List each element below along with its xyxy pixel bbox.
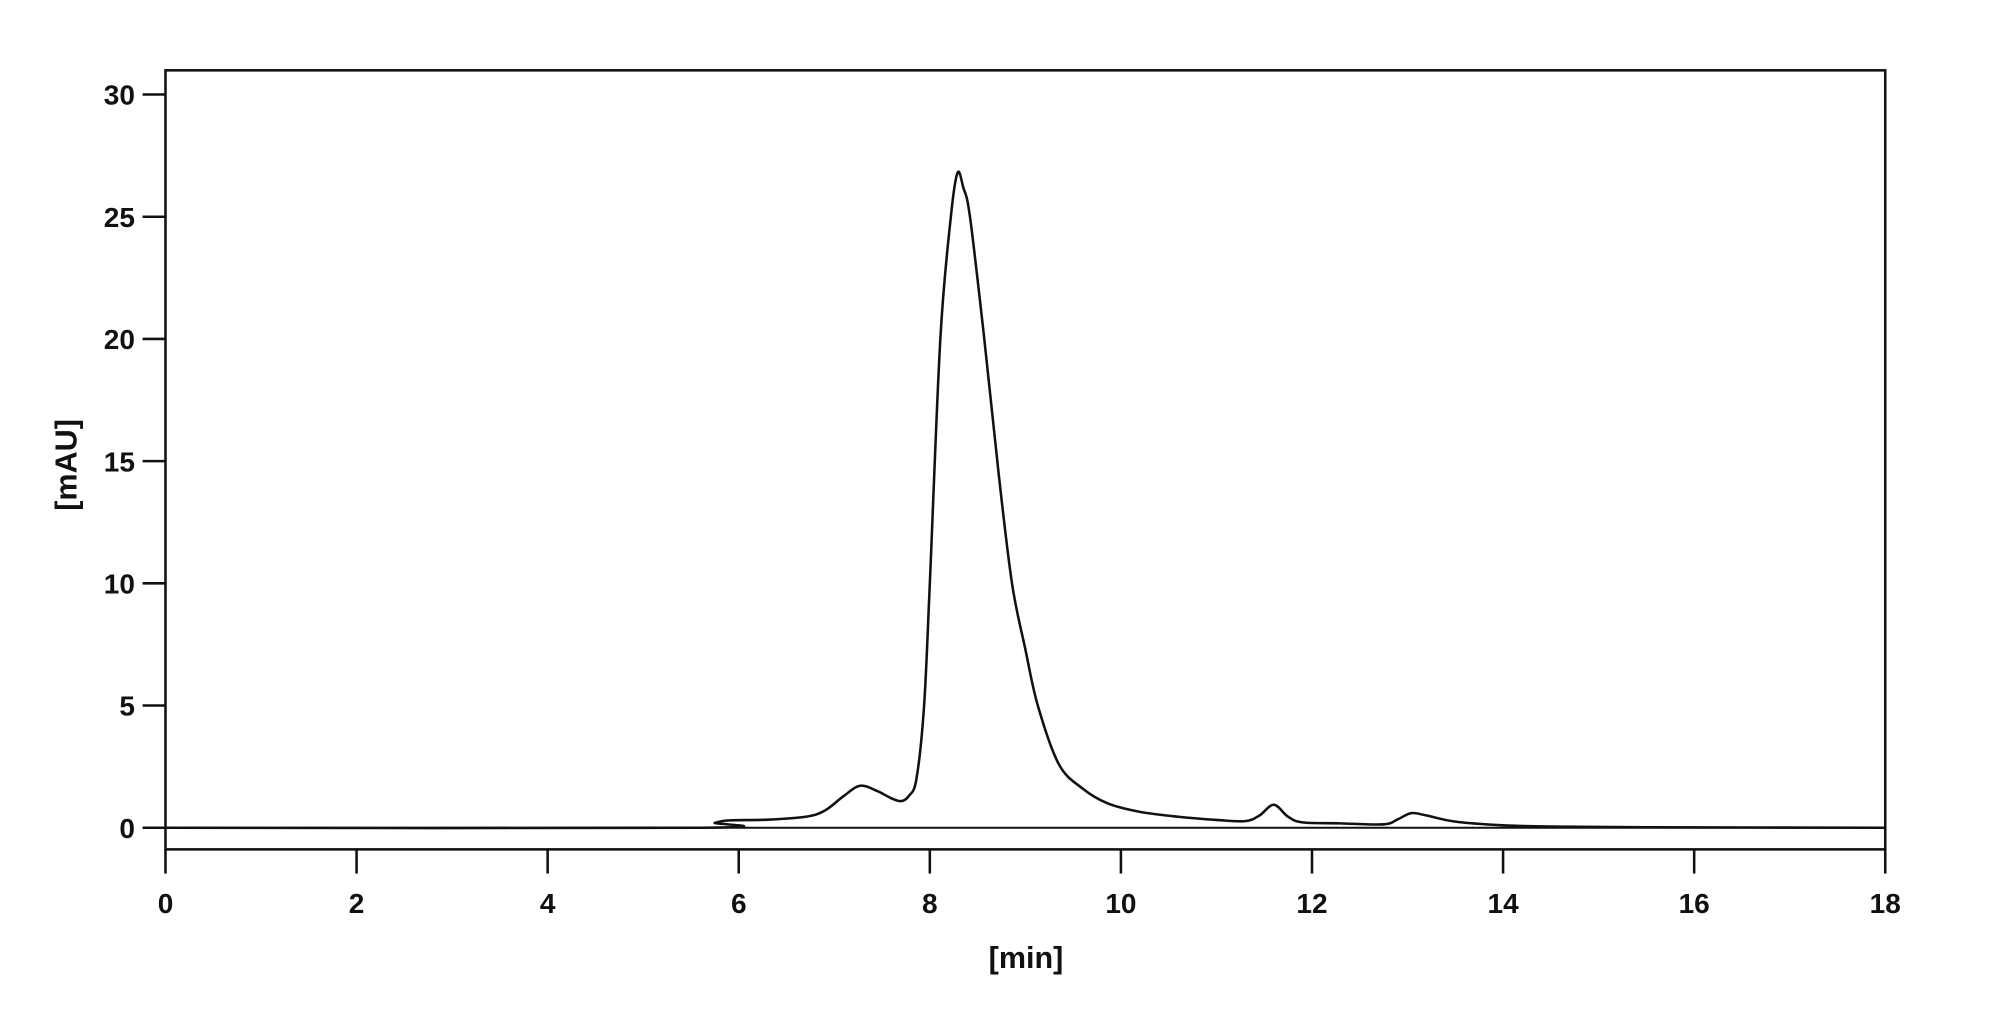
y-tick-label: 5 (119, 691, 135, 722)
y-tick-label: 25 (104, 202, 135, 233)
x-tick-label: 2 (349, 888, 365, 919)
y-tick-label: 15 (104, 446, 135, 477)
x-tick-label: 14 (1488, 888, 1520, 919)
x-tick-label: 8 (922, 888, 938, 919)
x-tick-label: 12 (1296, 888, 1327, 919)
x-tick-label: 16 (1679, 888, 1710, 919)
x-tick-label: 18 (1870, 888, 1901, 919)
series-line (165, 170, 1886, 830)
x-tick-label: 4 (540, 888, 556, 919)
x-tick-label: 10 (1105, 888, 1136, 919)
y-tick-label: 20 (104, 324, 135, 355)
y-tick-label: 0 (119, 813, 135, 844)
x-tick-label: 6 (731, 888, 747, 919)
plot-frame (164, 69, 1887, 851)
x-axis-label: [min] (989, 941, 1064, 975)
y-tick-label: 30 (104, 80, 135, 111)
x-tick-label: 0 (158, 888, 174, 919)
y-tick-label: 10 (104, 569, 135, 600)
y-axis-label: [mAU] (49, 419, 83, 511)
